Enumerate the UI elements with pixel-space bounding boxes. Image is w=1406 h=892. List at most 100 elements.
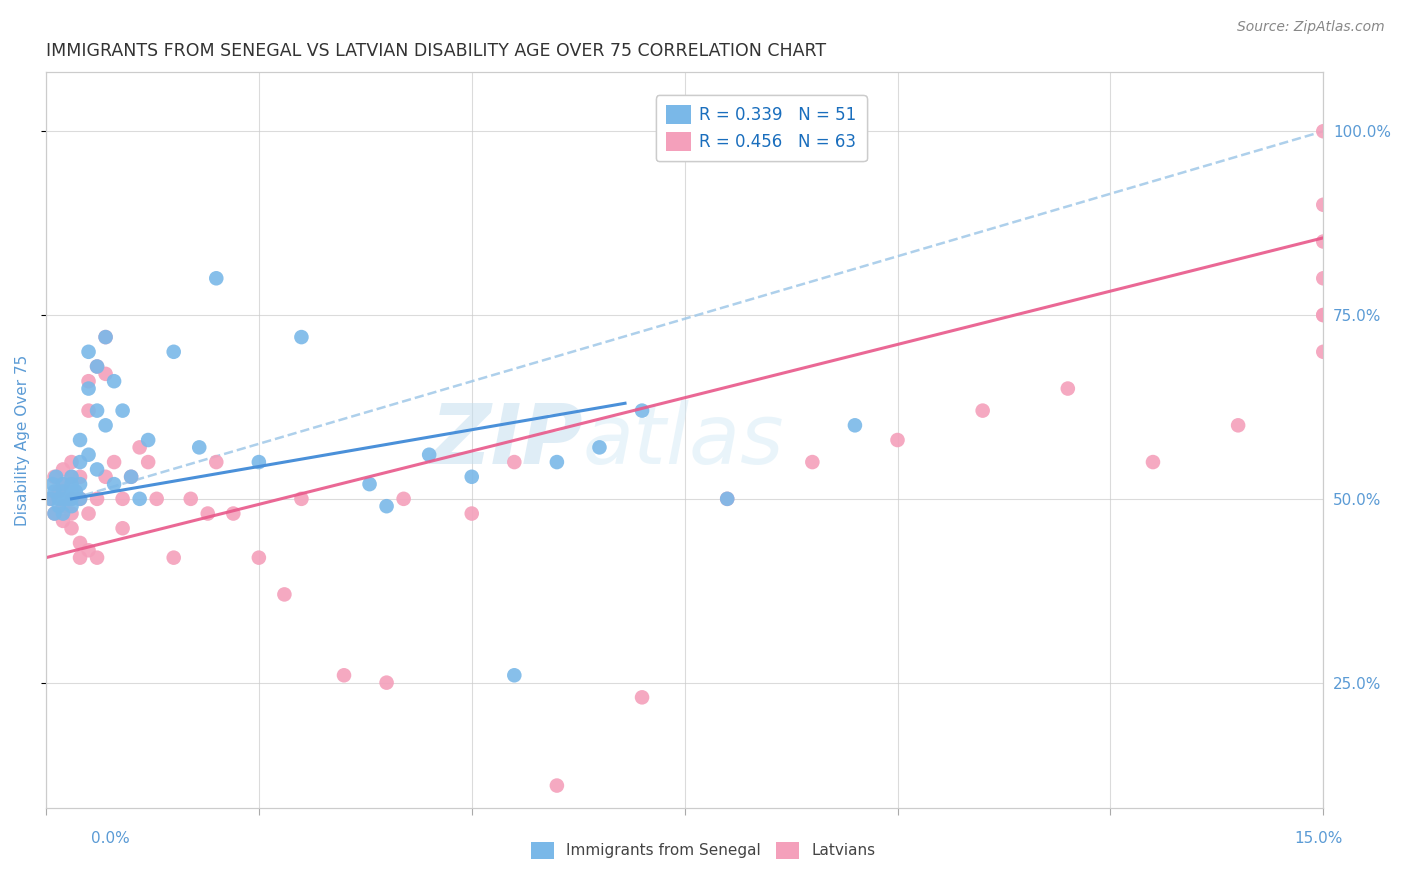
Point xyxy=(94,470,117,484)
Point xyxy=(86,403,108,417)
Point xyxy=(52,477,75,491)
Point xyxy=(1227,418,1250,433)
Legend: Immigrants from Senegal, Latvians: Immigrants from Senegal, Latvians xyxy=(524,836,882,864)
Point xyxy=(163,344,186,359)
Point xyxy=(290,491,312,506)
Text: 0.0%: 0.0% xyxy=(91,831,131,846)
Point xyxy=(69,477,91,491)
Text: Source: ZipAtlas.com: Source: ZipAtlas.com xyxy=(1237,20,1385,34)
Point xyxy=(546,455,568,469)
Point xyxy=(77,507,100,521)
Legend: R = 0.339   N = 51, R = 0.456   N = 63: R = 0.339 N = 51, R = 0.456 N = 63 xyxy=(657,95,866,161)
Point xyxy=(60,470,83,484)
Point xyxy=(188,441,211,455)
Point xyxy=(42,477,65,491)
Point xyxy=(886,433,908,447)
Point xyxy=(60,455,83,469)
Point xyxy=(1312,344,1334,359)
Point xyxy=(418,448,440,462)
Point xyxy=(145,491,167,506)
Point xyxy=(48,484,70,499)
Point xyxy=(1312,308,1334,322)
Point xyxy=(60,477,83,491)
Point xyxy=(273,587,295,601)
Point xyxy=(77,403,100,417)
Point xyxy=(48,499,70,513)
Text: 15.0%: 15.0% xyxy=(1295,831,1343,846)
Point xyxy=(461,470,484,484)
Point xyxy=(247,455,270,469)
Point xyxy=(1312,124,1334,138)
Point xyxy=(48,491,70,506)
Point xyxy=(972,403,994,417)
Point xyxy=(69,491,91,506)
Point xyxy=(120,470,142,484)
Point xyxy=(205,455,228,469)
Point xyxy=(60,499,83,513)
Point xyxy=(1312,198,1334,212)
Point xyxy=(801,455,824,469)
Y-axis label: Disability Age Over 75: Disability Age Over 75 xyxy=(15,354,30,525)
Point xyxy=(375,499,398,513)
Point xyxy=(94,330,117,344)
Point xyxy=(44,470,66,484)
Point xyxy=(103,374,125,388)
Point xyxy=(103,455,125,469)
Point xyxy=(333,668,356,682)
Point xyxy=(503,668,526,682)
Point xyxy=(77,543,100,558)
Point xyxy=(69,470,91,484)
Point xyxy=(1142,455,1164,469)
Point xyxy=(163,550,186,565)
Point xyxy=(60,470,83,484)
Point xyxy=(86,359,108,374)
Point xyxy=(69,455,91,469)
Point xyxy=(111,403,134,417)
Point xyxy=(180,491,202,506)
Point xyxy=(111,491,134,506)
Point xyxy=(359,477,381,491)
Point xyxy=(1312,271,1334,285)
Point xyxy=(86,359,108,374)
Point xyxy=(69,491,91,506)
Point xyxy=(86,462,108,476)
Point xyxy=(45,470,67,484)
Point xyxy=(69,433,91,447)
Point xyxy=(44,484,66,499)
Point xyxy=(86,491,108,506)
Point xyxy=(546,779,568,793)
Point xyxy=(77,344,100,359)
Point xyxy=(94,367,117,381)
Point xyxy=(86,550,108,565)
Point xyxy=(290,330,312,344)
Point xyxy=(197,507,219,521)
Point xyxy=(52,484,75,499)
Point xyxy=(844,418,866,433)
Point xyxy=(39,491,62,506)
Text: atlas: atlas xyxy=(582,400,785,481)
Point xyxy=(94,330,117,344)
Point xyxy=(60,507,83,521)
Point xyxy=(44,507,66,521)
Point xyxy=(120,470,142,484)
Text: IMMIGRANTS FROM SENEGAL VS LATVIAN DISABILITY AGE OVER 75 CORRELATION CHART: IMMIGRANTS FROM SENEGAL VS LATVIAN DISAB… xyxy=(46,42,827,60)
Point xyxy=(69,536,91,550)
Point xyxy=(1312,308,1334,322)
Point xyxy=(77,382,100,396)
Point xyxy=(136,455,159,469)
Point xyxy=(60,484,83,499)
Point xyxy=(77,374,100,388)
Point xyxy=(247,550,270,565)
Point xyxy=(52,462,75,476)
Point xyxy=(60,491,83,506)
Point xyxy=(52,477,75,491)
Point xyxy=(1056,382,1078,396)
Point xyxy=(631,690,654,705)
Point xyxy=(716,491,738,506)
Point xyxy=(56,491,79,506)
Point xyxy=(52,491,75,506)
Point xyxy=(588,441,610,455)
Point xyxy=(52,499,75,513)
Text: ZIP: ZIP xyxy=(430,400,582,481)
Point xyxy=(716,491,738,506)
